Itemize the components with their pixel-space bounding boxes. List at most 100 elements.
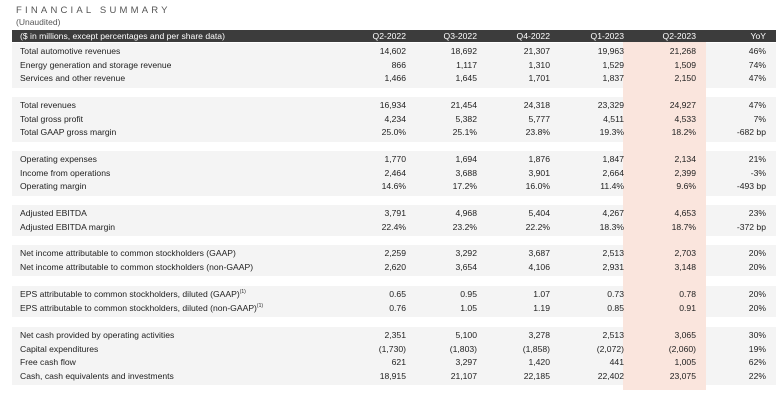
row-label: Operating margin xyxy=(20,181,87,191)
cell-yoy: 74% xyxy=(748,59,766,70)
cell-q3-2022: 1,694 xyxy=(455,154,477,164)
cell-q1-2023: 1,529 xyxy=(602,59,624,70)
cell-q4-2022: 16.0% xyxy=(525,181,550,191)
cell-q1-2023: 4,511 xyxy=(603,113,624,124)
row-label: Free cash flow xyxy=(20,357,76,367)
cell-q4-2022: 21,307 xyxy=(523,46,550,56)
table-row: Net cash provided by operating activitie… xyxy=(12,329,776,342)
cell-q3-2022: 3,292 xyxy=(455,248,477,258)
table-row: Total revenues 16,934 21,454 24,318 23,329 24… xyxy=(12,99,776,112)
cell-yoy: 47% xyxy=(748,100,766,110)
cell-q2-2022: 866 xyxy=(391,59,406,70)
header-col-q1-2023: Q1-2023 xyxy=(590,31,624,41)
highlight-column-q2-2023 xyxy=(623,42,706,390)
cell-q2-2023: 23,075 xyxy=(669,370,696,381)
row-label: Total automotive revenues xyxy=(20,46,121,56)
cell-q1-2023: 0.85 xyxy=(607,302,624,313)
cell-q2-2023: 0.78 xyxy=(679,289,696,299)
cell-q3-2022: 21,454 xyxy=(450,100,477,110)
cell-q2-2023: (2,060) xyxy=(668,343,696,354)
cell-q3-2022: 21,107 xyxy=(450,370,477,381)
table-row: Operating margin 14.6% 17.2% 16.0% 11.4% 9.6%… xyxy=(12,180,776,193)
header-col-q2-2022: Q2-2022 xyxy=(372,31,406,41)
cell-q1-2023: 4,267 xyxy=(602,208,624,218)
page-subtitle: (Unaudited) xyxy=(16,17,61,27)
header-col-yoy: YoY xyxy=(750,31,766,41)
cell-yoy: 7% xyxy=(753,113,766,124)
cell-yoy: 23% xyxy=(748,208,766,218)
row-label: Total revenues xyxy=(20,100,76,110)
row-label: Net income attributable to common stockh… xyxy=(20,248,236,258)
cell-q4-2022: 4,106 xyxy=(528,261,550,272)
cell-q2-2023: 18.2% xyxy=(671,127,696,137)
cell-q4-2022: 3,901 xyxy=(528,167,550,178)
footnote-marker: (1) xyxy=(239,289,246,296)
cell-yoy: 47% xyxy=(748,73,766,83)
cell-q3-2022: 1,645 xyxy=(455,73,477,83)
cell-yoy: -493 bp xyxy=(736,181,766,191)
cell-q3-2022: 18,692 xyxy=(450,46,477,56)
cell-q2-2022: 4,234 xyxy=(384,113,406,124)
cell-q2-2023: 3,065 xyxy=(674,330,696,340)
cell-q2-2022: 0.76 xyxy=(389,302,406,313)
cell-q3-2022: 5,100 xyxy=(455,330,477,340)
cell-q4-2022: 22.2% xyxy=(525,221,550,232)
cell-yoy: -682 bp xyxy=(736,127,766,137)
row-label: Net cash provided by operating activitie… xyxy=(20,330,175,340)
cell-q4-2022: 5,404 xyxy=(528,208,550,218)
cell-q1-2023: 19,963 xyxy=(597,46,624,56)
cell-q2-2023: 1,005 xyxy=(674,357,696,367)
cell-q3-2022: 3,654 xyxy=(455,261,477,272)
cell-yoy: 30% xyxy=(748,330,766,340)
row-label: Services and other revenue xyxy=(20,73,126,83)
cell-q2-2022: 0.65 xyxy=(389,289,406,299)
table-row: Total automotive revenues 14,602 18,692 21,… xyxy=(12,45,776,58)
cell-q1-2023: 1,847 xyxy=(602,154,624,164)
table-row: Total gross profit 4,234 5,382 5,777 4,511 4,… xyxy=(12,113,776,126)
cell-q2-2022: 621 xyxy=(391,357,406,367)
cell-q4-2022: 1.07 xyxy=(533,289,550,299)
cell-q3-2022: 4,968 xyxy=(455,208,477,218)
cell-q2-2022: 25.0% xyxy=(381,127,406,137)
row-label: Total GAAP gross margin xyxy=(20,127,117,137)
row-label: Adjusted EBITDA margin xyxy=(20,221,116,232)
row-label: Operating expenses xyxy=(20,154,97,164)
cell-q2-2022: 2,620 xyxy=(384,261,406,272)
table-row: Capital expenditures (1,730) (1,803) (1,858… xyxy=(12,343,776,356)
row-label-with-footnote: EPS attributable to common stockholders,… xyxy=(20,303,263,313)
cell-q2-2023: 2,150 xyxy=(674,73,696,83)
cell-yoy: -372 bp xyxy=(736,221,766,232)
cell-q3-2022: 3,688 xyxy=(455,167,477,178)
table-row: EPS attributable to common stockholders,… xyxy=(12,302,776,315)
row-label: Net income attributable to common stockh… xyxy=(20,261,254,272)
row-label: EPS attributable to common stockholders,… xyxy=(20,289,240,299)
cell-yoy: 22% xyxy=(748,370,766,381)
cell-q4-2022: 1,420 xyxy=(528,357,550,367)
cell-q1-2023: 22,402 xyxy=(597,370,624,381)
cell-q4-2022: 22,185 xyxy=(523,370,550,381)
cell-q2-2023: 21,268 xyxy=(669,46,696,56)
cell-q1-2023: 2,664 xyxy=(602,167,624,178)
table-row: Net income attributable to common stockh… xyxy=(12,247,776,260)
table-row: Adjusted EBITDA margin 22.4% 23.2% 22.2% 18.… xyxy=(12,221,776,234)
header-col-q2-2023: Q2-2023 xyxy=(662,31,696,41)
cell-q2-2022: 2,464 xyxy=(384,167,406,178)
row-label: Income from operations xyxy=(20,167,111,178)
cell-q4-2022: 3,278 xyxy=(528,330,550,340)
cell-q2-2023: 2,399 xyxy=(674,167,696,178)
cell-q3-2022: 1,117 xyxy=(456,59,477,70)
cell-q2-2022: 1,770 xyxy=(384,154,406,164)
cell-q1-2023: 11.4% xyxy=(600,181,624,191)
row-label: Adjusted EBITDA xyxy=(20,208,87,218)
cell-q2-2023: 4,653 xyxy=(674,208,696,218)
cell-q2-2022: 14,602 xyxy=(379,46,406,56)
table-row: Total GAAP gross margin 25.0% 25.1% 23.8% 19… xyxy=(12,126,776,139)
table-row: Adjusted EBITDA 3,791 4,968 5,404 4,267 4,653… xyxy=(12,207,776,220)
footnote-marker: (1) xyxy=(256,302,264,309)
cell-q1-2023: 2,513 xyxy=(602,330,624,340)
cell-yoy: 46% xyxy=(748,46,766,56)
table-row: Income from operations 2,464 3,688 3,901 2,6… xyxy=(12,167,776,180)
cell-yoy: 62% xyxy=(748,357,766,367)
table-row: Net income attributable to common stockh… xyxy=(12,261,776,274)
